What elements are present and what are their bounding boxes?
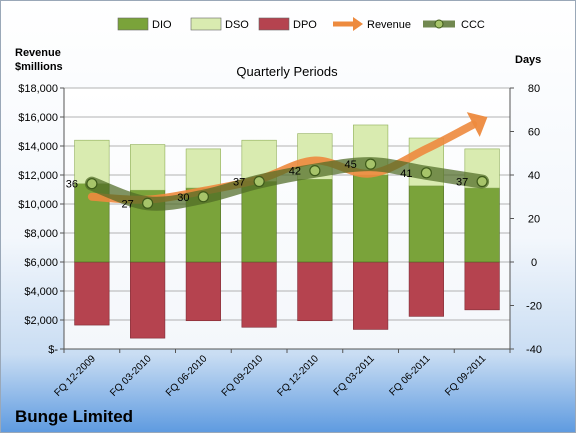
right-tick-label: 40 bbox=[528, 170, 540, 182]
x-tick-label: FQ 12-2009 bbox=[52, 353, 98, 399]
bar-dio bbox=[464, 187, 500, 263]
ccc-marker bbox=[420, 167, 432, 179]
lines bbox=[84, 112, 490, 211]
bar-dpo bbox=[241, 261, 277, 328]
bar-dpo bbox=[353, 261, 389, 330]
bar-dpo bbox=[408, 261, 444, 317]
right-tick-label: 0 bbox=[531, 257, 537, 269]
ccc-marker bbox=[197, 191, 209, 203]
left-tick-label: $10,000 bbox=[18, 199, 58, 211]
right-tick-label: -40 bbox=[526, 344, 542, 356]
legend-label: CCC bbox=[461, 19, 485, 31]
x-tick-label: FQ 06-2011 bbox=[388, 353, 433, 398]
right-tick-label: 80 bbox=[528, 83, 540, 95]
left-tick-label: $14,000 bbox=[18, 141, 58, 153]
x-tick-label: FQ 03-2011 bbox=[332, 353, 377, 398]
x-tick-label: FQ 09-2011 bbox=[443, 353, 488, 398]
bar-dso bbox=[185, 148, 221, 189]
ccc-marker bbox=[86, 178, 98, 190]
left-tick-label: $18,000 bbox=[18, 83, 58, 95]
bar-dio bbox=[297, 179, 333, 263]
legend-label: DSO bbox=[225, 19, 249, 31]
left-tick-label: $- bbox=[48, 344, 58, 356]
bar-dpo bbox=[185, 261, 221, 322]
ccc-marker bbox=[309, 165, 321, 177]
left-tick-label: $12,000 bbox=[18, 170, 58, 182]
bar-dpo bbox=[297, 261, 333, 322]
left-tick-label: $2,000 bbox=[24, 315, 58, 327]
x-tick-label: FQ 03-2010 bbox=[108, 353, 154, 399]
x-tick-label: FQ 09-2010 bbox=[220, 353, 266, 399]
bar-dpo bbox=[130, 261, 166, 339]
ccc-data-label: 37 bbox=[456, 177, 468, 189]
ccc-data-label: 36 bbox=[66, 179, 78, 191]
legend-label: DPO bbox=[293, 19, 317, 31]
ccc-marker bbox=[142, 197, 154, 209]
legend-swatch bbox=[258, 17, 290, 31]
left-axis-title-line1: Revenue bbox=[15, 47, 61, 59]
ccc-data-label: 30 bbox=[177, 192, 189, 204]
bar-dio bbox=[353, 174, 389, 263]
right-axis-title: Days bbox=[515, 54, 541, 66]
ccc-data-label: 41 bbox=[400, 168, 412, 180]
left-tick-label: $6,000 bbox=[24, 257, 58, 269]
legend-swatch bbox=[190, 17, 222, 31]
bar-dio bbox=[241, 181, 277, 263]
bar-dso bbox=[74, 139, 110, 184]
ccc-marker bbox=[365, 158, 377, 170]
bar-dpo bbox=[464, 261, 500, 311]
right-tick-label: -20 bbox=[526, 301, 542, 313]
right-tick-label: 60 bbox=[528, 127, 540, 139]
left-axis-title-line2: $millions bbox=[15, 61, 63, 73]
legend-label: Revenue bbox=[367, 19, 411, 31]
right-tick-label: 20 bbox=[528, 214, 540, 226]
x-tick-label: FQ 06-2010 bbox=[164, 353, 210, 399]
chart-title: Quarterly Periods bbox=[236, 64, 338, 79]
left-tick-label: $4,000 bbox=[24, 286, 58, 298]
legend-swatch-revenue-head bbox=[353, 17, 363, 31]
left-tick-label: $8,000 bbox=[24, 228, 58, 240]
company-name: Bunge Limited bbox=[15, 407, 133, 426]
bar-dio bbox=[408, 185, 444, 263]
legend-swatch-ccc-marker bbox=[434, 19, 444, 29]
ccc-marker bbox=[476, 175, 488, 188]
ccc-data-label: 42 bbox=[289, 166, 301, 178]
legend-swatch bbox=[117, 17, 149, 31]
bar-dpo bbox=[74, 261, 110, 326]
revenue-arrowhead bbox=[466, 112, 488, 137]
grid bbox=[60, 87, 514, 353]
legend: DIO DSO DPO Revenue CCC bbox=[117, 17, 485, 31]
ccc-marker bbox=[253, 175, 265, 188]
x-tick-label: FQ 12-2010 bbox=[275, 353, 321, 399]
ccc-data-label: 37 bbox=[233, 177, 245, 189]
ccc-data-label: 45 bbox=[345, 159, 357, 171]
legend-label: DIO bbox=[152, 19, 172, 31]
ccc-data-label: 27 bbox=[122, 198, 134, 210]
left-tick-label: $16,000 bbox=[18, 112, 58, 124]
bar-dso bbox=[130, 144, 166, 191]
